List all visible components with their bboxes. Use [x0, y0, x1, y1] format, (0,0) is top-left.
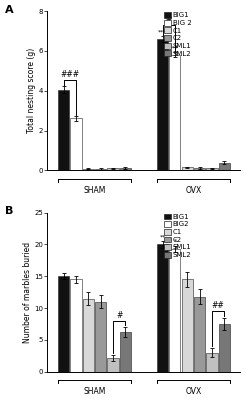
Text: SHAM: SHAM [83, 186, 106, 195]
Text: #: # [166, 15, 172, 24]
Bar [95, 169, 106, 170]
Text: B: B [5, 206, 14, 216]
Text: ##: ## [212, 301, 225, 310]
Y-axis label: Number of marbles buried: Number of marbles buried [23, 242, 31, 343]
Bar [219, 163, 230, 170]
Bar [83, 169, 94, 170]
Bar [169, 54, 181, 170]
Text: OVX: OVX [185, 387, 201, 396]
Bar [95, 302, 106, 372]
Bar [157, 244, 168, 372]
Text: ***: *** [170, 46, 180, 51]
Bar [169, 249, 181, 372]
Text: ###: ### [60, 70, 79, 80]
Bar [58, 276, 69, 372]
Text: ***: *** [158, 30, 167, 35]
Bar [70, 280, 81, 372]
Bar [182, 167, 193, 170]
Bar [58, 90, 69, 170]
Bar [206, 168, 217, 170]
Legend: BIG1, BIG 2, C1, C2, SML1, SML2: BIG1, BIG 2, C1, C2, SML1, SML2 [163, 12, 192, 58]
Bar [120, 168, 131, 170]
Text: A: A [5, 5, 14, 15]
Legend: BIG1, BIG2, C1, C2, SML1, SML2: BIG1, BIG2, C1, C2, SML1, SML2 [163, 213, 192, 259]
Text: SHAM: SHAM [83, 387, 106, 396]
Bar [194, 296, 205, 372]
Bar [206, 353, 217, 372]
Y-axis label: Total nesting score (g): Total nesting score (g) [27, 48, 36, 133]
Text: *: * [173, 239, 176, 244]
Bar [182, 280, 193, 372]
Bar [108, 168, 119, 170]
Text: **: ** [159, 234, 166, 239]
Bar [219, 324, 230, 372]
Bar [83, 298, 94, 372]
Bar [108, 358, 119, 372]
Text: OVX: OVX [185, 186, 201, 195]
Bar [120, 332, 131, 372]
Bar [70, 118, 81, 170]
Text: #: # [116, 310, 123, 320]
Bar [194, 168, 205, 170]
Bar [157, 39, 168, 170]
